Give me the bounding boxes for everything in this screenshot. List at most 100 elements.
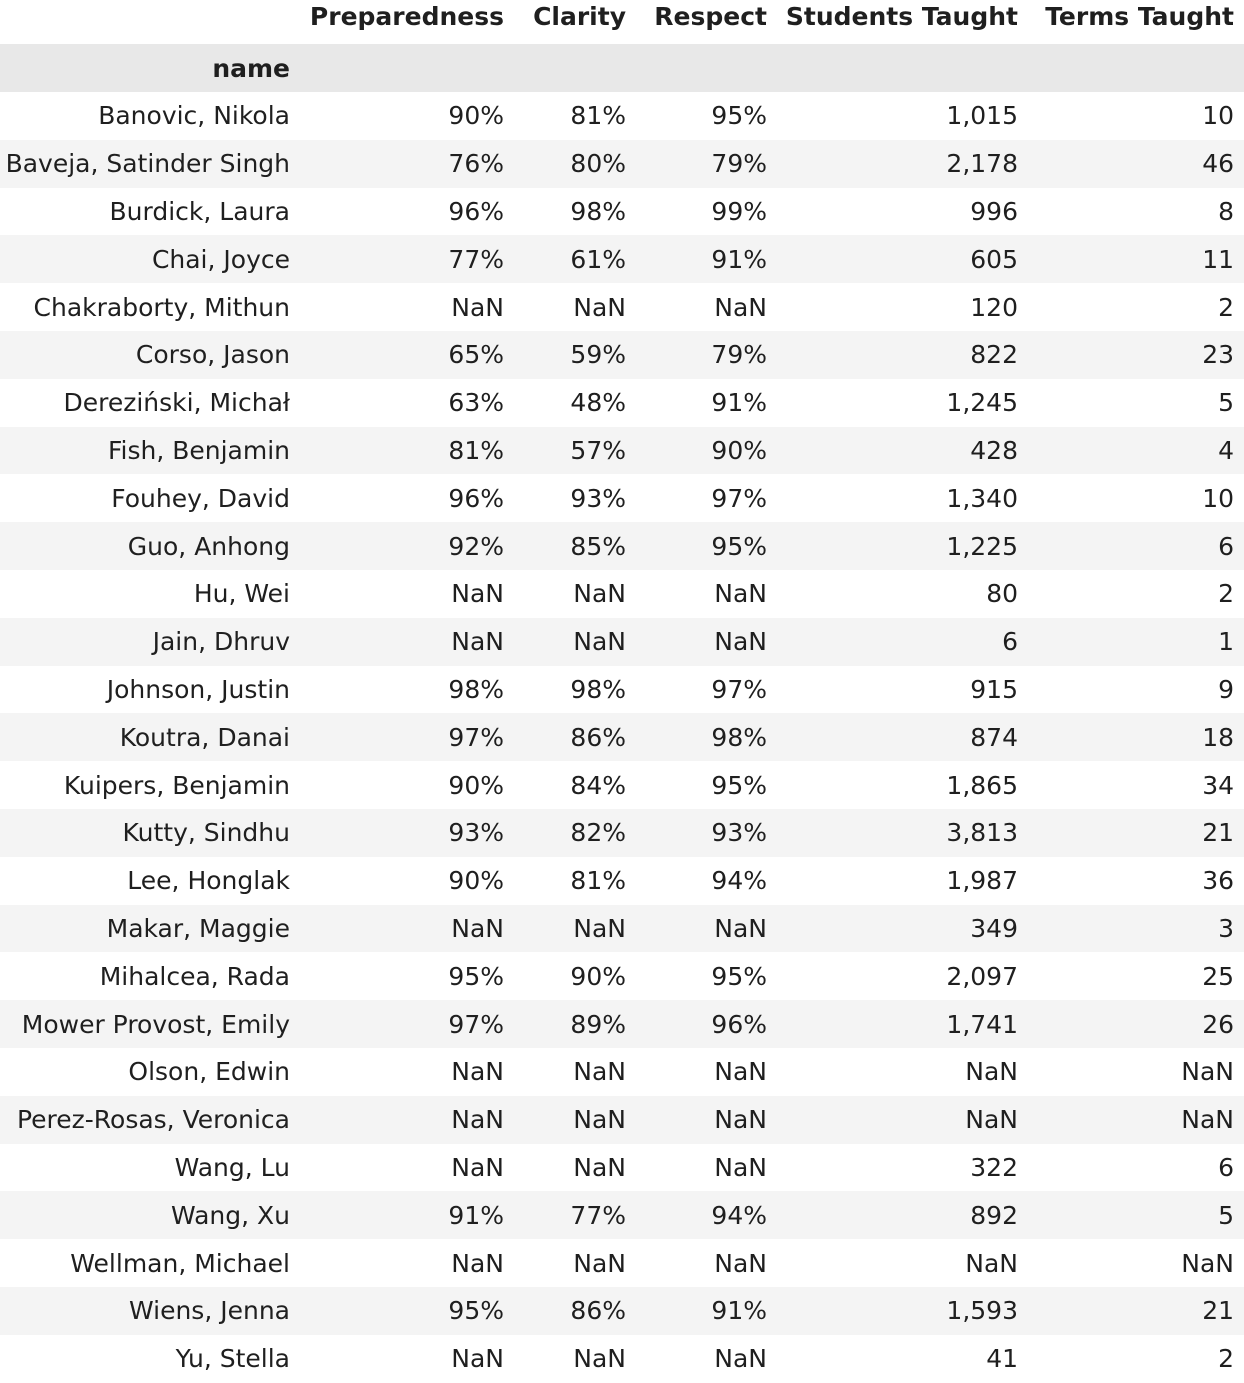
row-name-cell: Kutty, Sindhu <box>122 818 290 848</box>
cell-terms-taught: 2 <box>1218 579 1234 609</box>
cell-respect: 79% <box>711 340 767 370</box>
row-name-cell: Makar, Maggie <box>106 913 290 943</box>
cell-terms-taught: 11 <box>1202 244 1234 274</box>
row-name-cell: Olson, Edwin <box>128 1057 290 1087</box>
cell-terms-taught: 6 <box>1218 531 1234 561</box>
table-row: Wang, Lu NaN NaN NaN 322 6 <box>0 1143 1244 1192</box>
cell-students-taught: 915 <box>970 674 1018 704</box>
table-row: Wiens, Jenna 95% 86% 91% 1,593 21 <box>0 1286 1244 1335</box>
cell-preparedness: 97% <box>448 722 504 752</box>
cell-clarity: NaN <box>573 1152 626 1182</box>
row-name-cell: Koutra, Danai <box>119 722 290 752</box>
cell-terms-taught: 5 <box>1218 388 1234 418</box>
cell-students-taught: 822 <box>970 340 1018 370</box>
row-name-cell: Hu, Wei <box>193 579 290 609</box>
cell-preparedness: NaN <box>451 579 504 609</box>
column-header-clarity: Clarity <box>522 0 644 44</box>
cell-students-taught: 2,178 <box>946 149 1018 179</box>
cell-students-taught: 322 <box>970 1152 1018 1182</box>
cell-preparedness: 76% <box>448 149 504 179</box>
cell-clarity: 81% <box>570 101 626 131</box>
cell-respect: 95% <box>711 101 767 131</box>
table-row: Jain, Dhruv NaN NaN NaN 6 1 <box>0 617 1244 666</box>
cell-students-taught: NaN <box>965 1248 1018 1278</box>
row-name-cell: Wiens, Jenna <box>128 1296 290 1326</box>
cell-preparedness: 77% <box>448 244 504 274</box>
cell-preparedness: 98% <box>448 674 504 704</box>
table-row: Lee, Honglak 90% 81% 94% 1,987 36 <box>0 856 1244 905</box>
cell-clarity: 48% <box>570 388 626 418</box>
row-name-cell: Lee, Honglak <box>127 866 290 896</box>
cell-students-taught: NaN <box>965 1057 1018 1087</box>
row-name-cell: Yu, Stella <box>175 1344 290 1374</box>
cell-clarity: NaN <box>573 1344 626 1374</box>
cell-terms-taught: 34 <box>1202 770 1234 800</box>
table-row: Dereziński, Michał 63% 48% 91% 1,245 5 <box>0 378 1244 427</box>
cell-clarity: 57% <box>570 435 626 465</box>
cell-preparedness: 96% <box>448 196 504 226</box>
cell-clarity: 89% <box>570 1009 626 1039</box>
table-row: Fouhey, David 96% 93% 97% 1,340 10 <box>0 474 1244 523</box>
cell-clarity: NaN <box>573 579 626 609</box>
cell-clarity: 84% <box>570 770 626 800</box>
row-name-cell: Johnson, Justin <box>106 674 290 704</box>
cell-terms-taught: NaN <box>1181 1057 1234 1087</box>
cell-respect: 95% <box>711 961 767 991</box>
cell-terms-taught: 9 <box>1218 674 1234 704</box>
cell-terms-taught: 5 <box>1218 1200 1234 1230</box>
cell-terms-taught: 23 <box>1202 340 1234 370</box>
cell-students-taught: 874 <box>970 722 1018 752</box>
cell-clarity: NaN <box>573 292 626 322</box>
cell-clarity: 90% <box>570 961 626 991</box>
cell-clarity: NaN <box>573 1248 626 1278</box>
cell-students-taught: 1,593 <box>946 1296 1018 1326</box>
cell-respect: NaN <box>714 627 767 657</box>
table-row: Makar, Maggie NaN NaN NaN 349 3 <box>0 904 1244 953</box>
cell-clarity: 86% <box>570 1296 626 1326</box>
cell-respect: 97% <box>711 674 767 704</box>
row-name-cell: Fouhey, David <box>111 483 290 513</box>
cell-clarity: 82% <box>570 818 626 848</box>
cell-respect: 99% <box>711 196 767 226</box>
column-header-row: Preparedness Clarity Respect Students Ta… <box>0 0 1244 44</box>
cell-terms-taught: 2 <box>1218 292 1234 322</box>
table-row: Guo, Anhong 92% 85% 95% 1,225 6 <box>0 522 1244 570</box>
cell-respect: 97% <box>711 483 767 513</box>
table-row: Burdick, Laura 96% 98% 99% 996 8 <box>0 187 1244 236</box>
row-name-cell: Burdick, Laura <box>109 196 290 226</box>
cell-respect: NaN <box>714 579 767 609</box>
cell-preparedness: 91% <box>448 1200 504 1230</box>
row-name-cell: Baveja, Satinder Singh <box>5 149 290 179</box>
cell-students-taught: 2,097 <box>946 961 1018 991</box>
index-header-blank <box>522 44 644 92</box>
cell-terms-taught: 8 <box>1218 196 1234 226</box>
column-header-preparedness: Preparedness <box>308 0 522 44</box>
cell-preparedness: NaN <box>451 1344 504 1374</box>
table-body: Banovic, Nikola 90% 81% 95% 1,015 10 Baveja, S… <box>0 92 1244 1383</box>
cell-respect: 93% <box>711 818 767 848</box>
cell-students-taught: 996 <box>970 196 1018 226</box>
cell-terms-taught: 18 <box>1202 722 1234 752</box>
table-row: Olson, Edwin NaN NaN NaN NaN NaN <box>0 1047 1244 1096</box>
table-row: Perez-Rosas, Veronica NaN NaN NaN NaN NaN <box>0 1095 1244 1144</box>
cell-preparedness: 92% <box>448 531 504 561</box>
table-row: Mower Provost, Emily 97% 89% 96% 1,741 26 <box>0 1000 1244 1048</box>
cell-preparedness: 63% <box>448 388 504 418</box>
cell-students-taught: 80 <box>986 579 1018 609</box>
cell-clarity: 61% <box>570 244 626 274</box>
cell-respect: NaN <box>714 1105 767 1135</box>
cell-terms-taught: 21 <box>1202 818 1234 848</box>
row-name-cell: Jain, Dhruv <box>152 627 290 657</box>
cell-students-taught: 892 <box>970 1200 1018 1230</box>
cell-respect: 98% <box>711 722 767 752</box>
row-name-cell: Dereziński, Michał <box>63 388 290 418</box>
cell-preparedness: 95% <box>448 1296 504 1326</box>
cell-clarity: 86% <box>570 722 626 752</box>
cell-preparedness: 65% <box>448 340 504 370</box>
table-header: Preparedness Clarity Respect Students Ta… <box>0 0 1244 92</box>
cell-preparedness: NaN <box>451 292 504 322</box>
row-name-cell: Perez-Rosas, Veronica <box>16 1105 290 1135</box>
cell-clarity: 77% <box>570 1200 626 1230</box>
cell-clarity: 80% <box>570 149 626 179</box>
cell-students-taught: 1,741 <box>946 1009 1018 1039</box>
